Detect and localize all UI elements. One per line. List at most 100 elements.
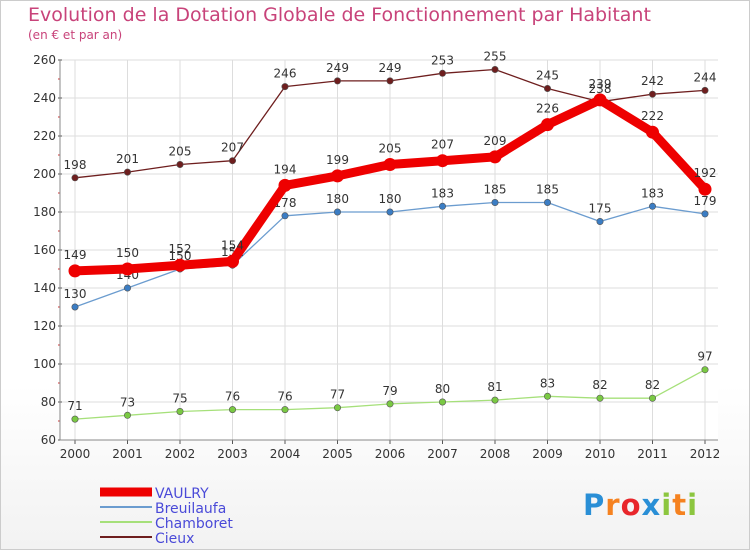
chart-title: Evolution de la Dotation Globale de Fonc…	[28, 4, 651, 26]
data-label-breuilaufa: 150	[169, 249, 192, 263]
data-point-vaulry	[68, 264, 82, 278]
logo-letter: o	[620, 488, 642, 522]
data-label-breuilaufa: 179	[694, 194, 717, 208]
y-tick-label: 180	[33, 205, 56, 219]
data-label-vaulry: 154	[221, 238, 244, 252]
x-tick-label: 2007	[427, 447, 458, 461]
data-point-vaulry	[698, 182, 712, 196]
data-label-vaulry: 152	[169, 242, 192, 256]
data-point-chamboret	[333, 404, 341, 412]
data-point-cieux	[701, 86, 709, 94]
data-point-vaulry	[226, 254, 239, 268]
x-tick-label: 2000	[60, 447, 91, 461]
data-label-chamboret: 81	[487, 380, 502, 394]
data-point-breuilaufa	[596, 218, 604, 226]
data-point-chamboret	[701, 366, 709, 374]
data-point-chamboret	[543, 392, 551, 400]
x-tick-label: 2002	[165, 447, 196, 461]
data-label-cieux: 201	[116, 152, 139, 166]
data-point-vaulry	[593, 93, 607, 107]
data-label-chamboret: 76	[225, 390, 240, 404]
data-label-chamboret: 79	[382, 384, 397, 398]
data-label-vaulry: 222	[641, 109, 664, 123]
data-label-chamboret: 82	[592, 378, 607, 392]
data-point-cieux	[438, 69, 446, 77]
data-label-cieux: 249	[379, 61, 402, 75]
data-point-breuilaufa	[281, 212, 289, 220]
data-label-breuilaufa: 180	[326, 192, 349, 206]
x-tick-label: 2010	[585, 447, 616, 461]
chart-subtitle: (en € et par an)	[28, 28, 123, 42]
x-tick-label: 2003	[217, 447, 248, 461]
y-tick-label: 140	[33, 281, 56, 295]
data-label-breuilaufa: 130	[64, 287, 87, 301]
data-label-chamboret: 75	[172, 392, 187, 406]
data-label-cieux: 255	[484, 50, 507, 64]
y-tick-label: 80	[41, 395, 56, 409]
data-label-chamboret: 77	[330, 388, 345, 402]
data-label-cieux: 245	[536, 69, 559, 83]
logo-letter: P	[583, 488, 606, 522]
x-tick-label: 2004	[270, 447, 301, 461]
data-label-cieux: 246	[274, 67, 297, 81]
data-point-breuilaufa	[543, 199, 551, 207]
y-tick-label: 120	[33, 319, 56, 333]
data-label-breuilaufa: 180	[379, 192, 402, 206]
data-label-vaulry: 226	[536, 102, 559, 116]
data-label-cieux: 207	[221, 141, 244, 155]
data-label-breuilaufa: 185	[536, 183, 559, 197]
y-tick-label: 260	[33, 53, 56, 67]
data-point-cieux	[281, 83, 289, 91]
data-label-chamboret: 76	[277, 390, 292, 404]
data-label-cieux: 198	[64, 158, 87, 172]
data-label-chamboret: 97	[697, 350, 712, 364]
data-label-breuilaufa: 183	[641, 186, 664, 200]
data-label-vaulry: 150	[116, 246, 139, 260]
y-tick-label: 100	[33, 357, 56, 371]
data-point-vaulry	[436, 154, 449, 168]
data-point-vaulry	[646, 125, 659, 139]
data-point-breuilaufa	[71, 303, 79, 311]
logo-letter: t	[672, 488, 688, 522]
data-point-chamboret	[124, 411, 132, 419]
data-label-cieux: 238	[589, 82, 612, 96]
y-tick-label: 200	[33, 167, 56, 181]
data-label-chamboret: 82	[645, 378, 660, 392]
data-point-cieux	[71, 174, 79, 182]
legend-label-vaulry: VAULRY	[155, 486, 209, 502]
data-point-cieux	[333, 77, 341, 85]
data-label-vaulry: 209	[484, 134, 507, 148]
logo-letter: x	[641, 488, 662, 522]
data-point-cieux	[386, 77, 394, 85]
data-label-cieux: 205	[169, 145, 192, 159]
x-tick-label: 2009	[532, 447, 563, 461]
data-point-chamboret	[438, 398, 446, 406]
logo-letter: i	[687, 488, 699, 522]
data-point-chamboret	[229, 406, 237, 414]
data-point-cieux	[648, 90, 656, 98]
data-point-chamboret	[176, 407, 184, 415]
data-label-chamboret: 71	[67, 399, 82, 413]
data-point-vaulry	[383, 158, 397, 171]
data-label-vaulry: 192	[694, 166, 717, 180]
data-label-vaulry: 199	[326, 153, 349, 167]
data-point-cieux	[543, 85, 551, 93]
data-label-chamboret: 73	[120, 395, 135, 409]
y-tick-label: 220	[33, 129, 56, 143]
data-point-vaulry	[121, 262, 134, 276]
data-label-breuilaufa: 183	[431, 186, 454, 200]
data-point-breuilaufa	[438, 202, 446, 210]
data-point-vaulry	[488, 150, 502, 164]
x-tick-label: 2011	[637, 447, 668, 461]
x-tick-label: 2008	[480, 447, 511, 461]
data-point-cieux	[229, 157, 237, 165]
logo-letter: r	[605, 488, 621, 522]
legend-label-breuilaufa: Breuilaufa	[155, 501, 226, 517]
data-point-breuilaufa	[701, 210, 709, 218]
data-label-breuilaufa: 185	[484, 183, 507, 197]
x-tick-label: 2001	[112, 447, 143, 461]
data-point-chamboret	[71, 415, 79, 423]
data-point-chamboret	[491, 396, 499, 404]
legend-label-cieux: Cieux	[155, 531, 194, 547]
data-label-vaulry: 207	[431, 138, 454, 152]
